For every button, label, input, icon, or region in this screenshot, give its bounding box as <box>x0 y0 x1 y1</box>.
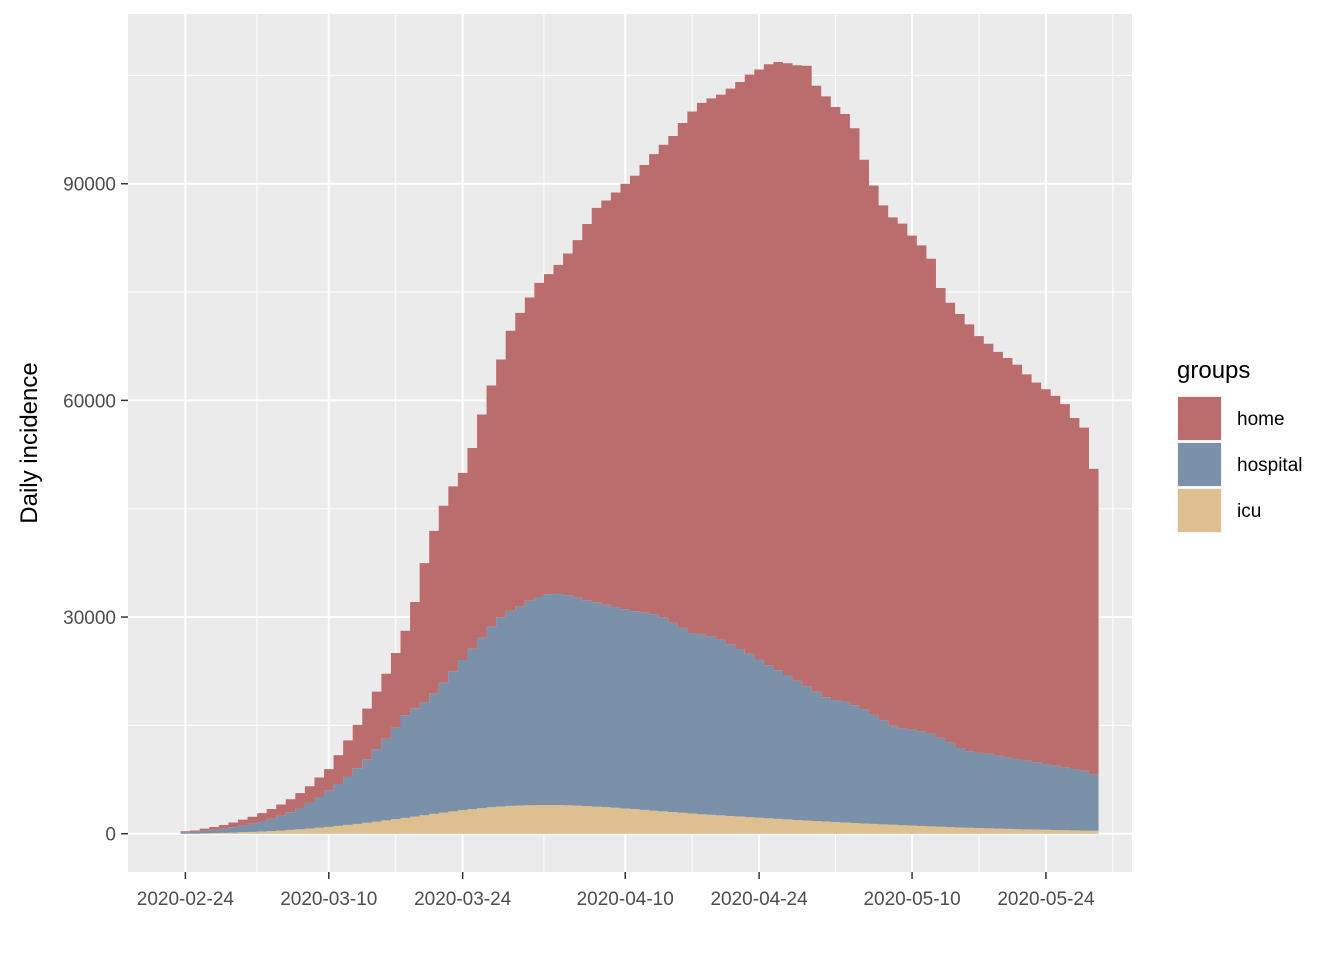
x-axis: 2020-02-24 2020-03-10 2020-03-24 2020-04-10… <box>137 872 1095 910</box>
x-tick-label: 2020-05-24 <box>997 889 1095 910</box>
legend-swatch-home <box>1178 397 1221 440</box>
x-tick-label: 2020-04-24 <box>710 889 808 910</box>
y-tick-label: 0 <box>105 825 116 846</box>
x-tick-label: 2020-02-24 <box>137 889 235 910</box>
legend-label-home: home <box>1237 409 1285 430</box>
legend-label-hospital: hospital <box>1237 455 1303 476</box>
legend: groups home hospital icu <box>1177 357 1303 533</box>
legend-title: groups <box>1177 357 1250 384</box>
x-tick-label: 2020-03-24 <box>414 889 512 910</box>
y-axis: 0 30000 60000 90000 <box>63 175 128 846</box>
x-tick-label: 2020-03-10 <box>280 889 377 910</box>
area-hospital <box>180 593 1099 834</box>
area-home <box>180 61 1099 833</box>
y-tick-label: 30000 <box>63 608 116 629</box>
y-tick-label: 60000 <box>63 391 116 412</box>
y-tick-label: 90000 <box>63 175 116 196</box>
legend-swatch-icu <box>1178 489 1221 532</box>
legend-swatch-hospital <box>1178 443 1221 486</box>
x-tick-label: 2020-04-10 <box>577 889 674 910</box>
y-axis-title: Daily incidence <box>16 362 43 523</box>
stacked-areas <box>180 61 1099 834</box>
legend-label-icu: icu <box>1237 501 1261 522</box>
x-tick-label: 2020-05-10 <box>863 889 960 910</box>
area-icu <box>180 804 1099 834</box>
